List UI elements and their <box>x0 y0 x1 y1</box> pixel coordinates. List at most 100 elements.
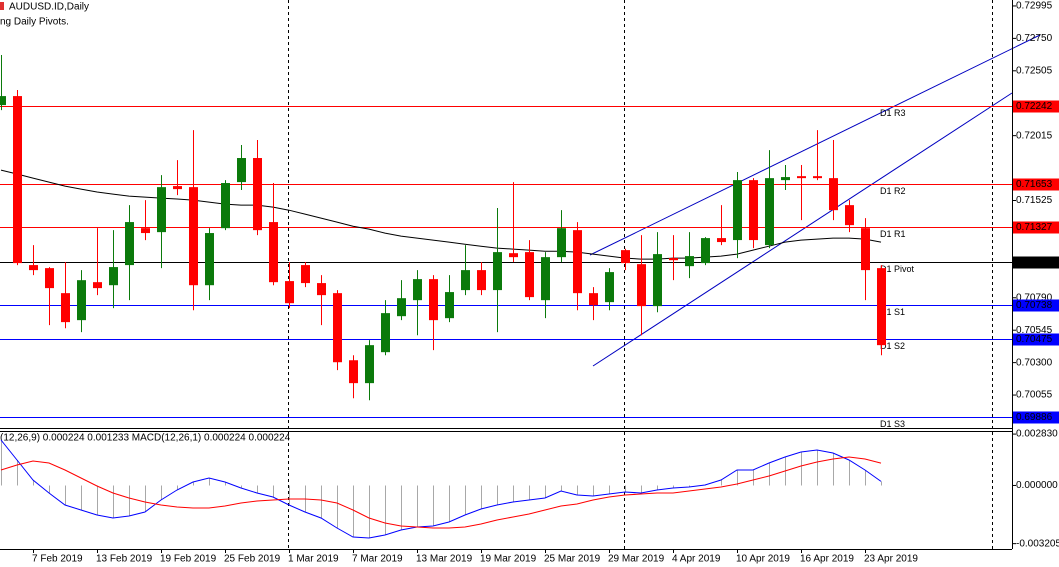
x-tick-label: 16 Apr 2019 <box>800 554 854 565</box>
x-tick-label: 7 Feb 2019 <box>32 554 83 565</box>
candle-body <box>221 183 230 229</box>
candle-body <box>573 230 582 294</box>
x-tick-label: 7 Mar 2019 <box>352 554 403 565</box>
y-tick-label: 0.71525 <box>1016 195 1053 206</box>
x-tick-label: 25 Feb 2019 <box>224 554 281 565</box>
candle-body <box>717 238 726 243</box>
pivot-label: D1 S1 <box>880 307 905 317</box>
candle-body <box>493 252 502 291</box>
x-tick-label: 1 Mar 2019 <box>288 554 339 565</box>
y-tick-label: 0.72995 <box>1016 1 1053 12</box>
candle-body <box>317 283 326 296</box>
pivot-label: D1 S2 <box>880 341 905 351</box>
candle-body <box>77 280 86 321</box>
candle-body <box>0 96 6 106</box>
candle-body <box>397 298 406 317</box>
x-tick-label: 13 Mar 2019 <box>416 554 473 565</box>
x-tick-label: 13 Feb 2019 <box>96 554 153 565</box>
pivot-label: D1 R3 <box>880 108 906 118</box>
candle-body <box>173 186 182 190</box>
y-tick-label: 0.002830 <box>1016 429 1058 440</box>
candle-body <box>29 265 38 271</box>
price-label-bg <box>1013 411 1059 424</box>
candle-body <box>141 228 150 234</box>
price-label-bg <box>1013 100 1059 113</box>
price-label-bg <box>1013 221 1059 234</box>
candle-body <box>413 279 422 301</box>
macd-line <box>0 439 882 539</box>
y-tick-label: 0.72750 <box>1016 33 1053 44</box>
candle-body <box>349 360 358 384</box>
candle-body <box>605 272 614 303</box>
candle-body <box>269 222 278 283</box>
candle-body <box>589 293 598 306</box>
candle-body <box>301 265 310 284</box>
candle-body <box>701 238 710 264</box>
y-tick-label: 0.70055 <box>1016 390 1053 401</box>
price-label: 0.69886 <box>1016 412 1053 423</box>
candle-body <box>109 267 118 286</box>
candle-body <box>461 270 470 291</box>
candle-body <box>653 254 662 307</box>
candle-body <box>861 228 870 271</box>
candle-body <box>61 293 70 323</box>
candle-body <box>445 292 454 319</box>
y-tick-label: 0.72015 <box>1016 130 1053 141</box>
candle-body <box>733 180 742 241</box>
candle-body <box>333 293 342 363</box>
y-tick-label: -0.003205 <box>1016 538 1059 549</box>
x-tick-label: 4 Apr 2019 <box>672 554 721 565</box>
y-tick-label: 0.70300 <box>1016 357 1053 368</box>
chart-title: AUDUSD.ID,Daily <box>9 2 89 13</box>
candle-body <box>285 281 294 304</box>
candle-body <box>749 180 758 241</box>
candle-body <box>381 313 390 353</box>
candle-body <box>829 178 838 211</box>
candle-body <box>189 187 198 286</box>
x-tick-label: 29 Mar 2019 <box>608 554 665 565</box>
candle-body <box>125 222 134 266</box>
y-tick-label: 0.70790 <box>1016 292 1053 303</box>
price-label-bg <box>1013 299 1059 312</box>
candle-body <box>205 233 214 286</box>
price-label-bg <box>1013 256 1059 269</box>
y-tick-label: 0.000000 <box>1016 480 1058 491</box>
x-tick-label: 19 Feb 2019 <box>160 554 217 565</box>
candle-body <box>93 282 102 289</box>
pivot-label: D1 R2 <box>880 186 906 196</box>
price-label: 0.71064 <box>1016 257 1053 268</box>
candle-body <box>477 270 486 291</box>
pivot-label: D1 S3 <box>880 419 905 429</box>
pivot-label: D1 R1 <box>880 229 906 239</box>
candle-body <box>237 158 246 183</box>
price-label-bg <box>1013 178 1059 191</box>
candle-body <box>685 256 694 267</box>
trend-line <box>592 92 1013 367</box>
candle-body <box>45 268 54 289</box>
indicator-label: ng Daily Pivots. <box>0 17 69 28</box>
candle-body <box>877 268 886 346</box>
x-tick-label: 23 Apr 2019 <box>864 554 918 565</box>
price-label: 0.72242 <box>1016 101 1053 112</box>
x-tick-label: 10 Apr 2019 <box>736 554 790 565</box>
x-tick-label: 25 Mar 2019 <box>544 554 601 565</box>
price-label: 0.70738 <box>1016 300 1053 311</box>
price-label: 0.71653 <box>1016 179 1053 190</box>
candle-body <box>813 176 822 179</box>
candle-body <box>765 178 774 246</box>
price-label: 0.70475 <box>1016 334 1053 345</box>
price-label: 0.71327 <box>1016 222 1053 233</box>
y-tick-label: 0.70545 <box>1016 325 1053 336</box>
price-label-bg <box>1013 333 1059 346</box>
candle-body <box>253 158 262 231</box>
pivot-label: D1 Pivot <box>880 264 915 274</box>
candle-body <box>669 258 678 261</box>
candle-body <box>525 252 534 298</box>
x-tick-label: 19 Mar 2019 <box>480 554 537 565</box>
candle-body <box>365 345 374 384</box>
candle-body <box>621 250 630 264</box>
candle-body <box>509 253 518 258</box>
macd-label: (12,26,9) 0.000224 0.001233 MACD(12,26,1… <box>0 433 291 444</box>
candle-body <box>157 187 166 233</box>
